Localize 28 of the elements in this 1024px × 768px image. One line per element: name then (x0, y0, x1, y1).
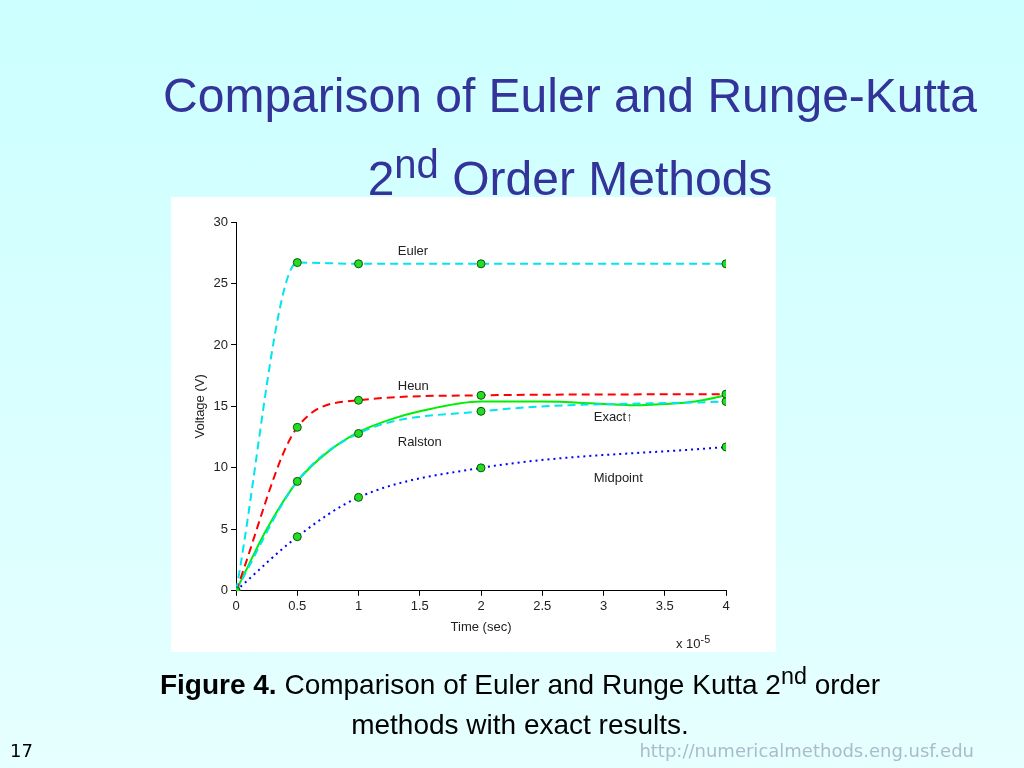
x-tick-label: 0 (232, 598, 240, 614)
series-label: Exact↑ (593, 409, 633, 425)
series-label: Euler (397, 243, 429, 259)
y-tick-label: 15 (213, 397, 229, 413)
x-tick-label: 0.5 (288, 598, 307, 614)
chart-title: Comparison of Euler and Runge-Kutta 2$^{nd}$ Order Methods (162, 68, 978, 207)
x-tick-label: 3.5 (655, 598, 674, 614)
text: http://numericalmethods.eng.usf.edu (639, 740, 974, 761)
series-label: Heun (397, 378, 429, 394)
text: Figure 4. Comparison of Euler and Runge Kutta 2$^{nd}$ order methods with exact results. (159, 663, 881, 741)
x-tick-label: 4 (722, 598, 730, 614)
y-tick-label: 25 (213, 275, 229, 291)
y-tick-label: 0 (220, 582, 229, 598)
x-axis-title: Time (sec) (450, 618, 512, 634)
x-tick-label: 1.5 (410, 598, 429, 614)
text: 17 (10, 740, 33, 761)
x-tick-label: 3 (599, 598, 608, 614)
y-tick-label: 30 (213, 213, 229, 229)
y-axis-title: Voltage (V) (192, 374, 208, 439)
text: x 10$^{-5}$ (676, 633, 711, 652)
y-tick-label: 5 (220, 520, 229, 536)
x-tick-label: 2 (477, 598, 485, 614)
series-label: Ralston (397, 433, 442, 449)
x-tick-label: 2.5 (533, 598, 552, 614)
series-label: Midpoint (593, 469, 644, 485)
y-tick-label: 10 (213, 459, 229, 475)
y-tick-label: 20 (213, 336, 229, 352)
x-tick-label: 1 (354, 598, 363, 614)
